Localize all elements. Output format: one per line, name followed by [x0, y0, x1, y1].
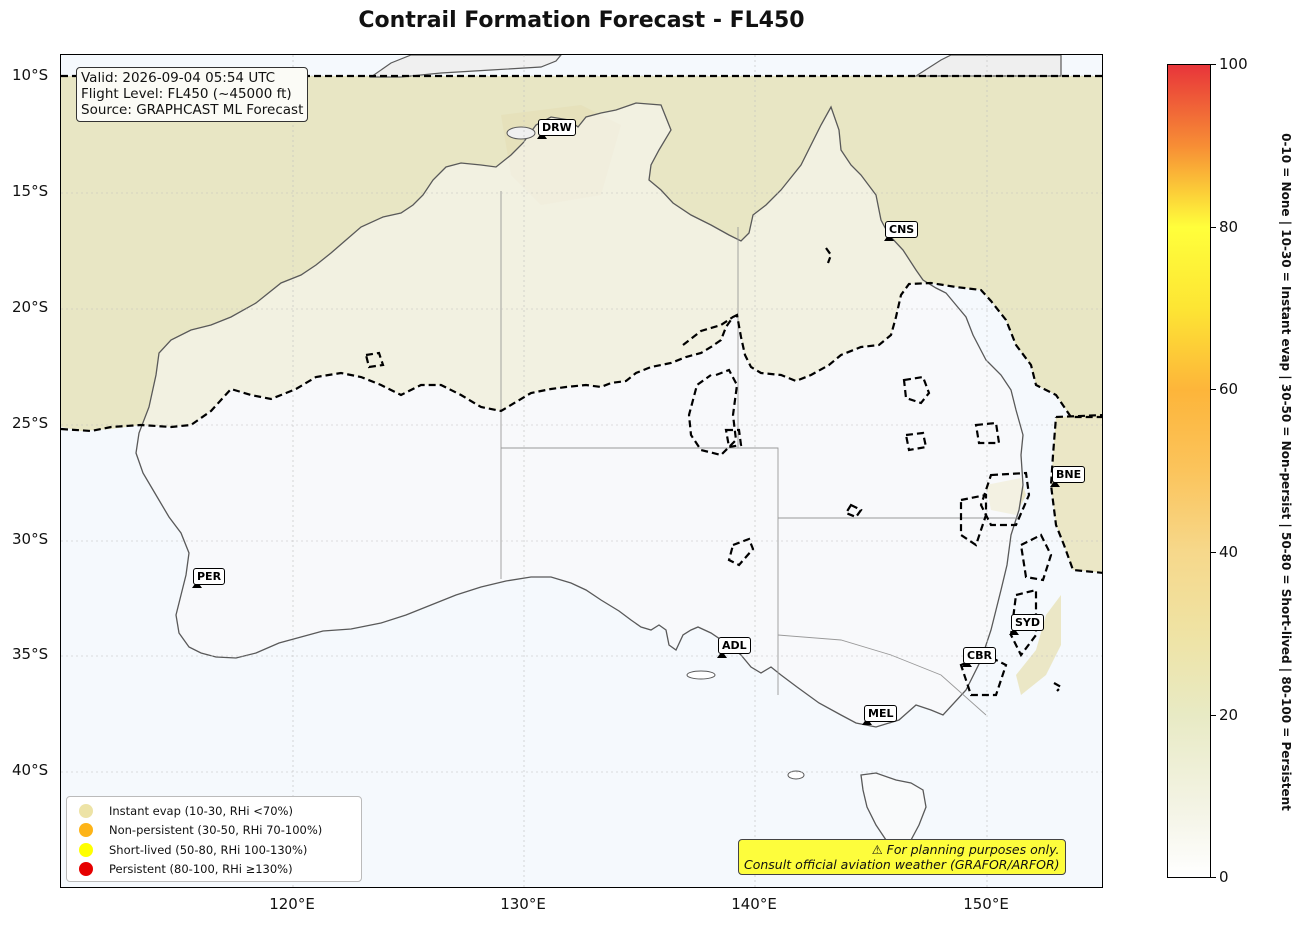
warning-line-1: ⚠ For planning purposes only. — [871, 842, 1060, 857]
contour-loop-8 — [1009, 588, 1038, 658]
colorbar-label: 0-10 = None | 10-30 = Instant evap | 30-… — [1276, 66, 1296, 878]
contour-loop-12 — [724, 428, 743, 449]
legend-swatch — [79, 823, 93, 838]
flight-level: Flight Level: FL450 (~45000 ft) — [81, 86, 292, 102]
legend-swatch — [79, 842, 93, 857]
contrail-contours — [61, 74, 1102, 697]
legend-item-short-lived: Short-lived (50-80, RHi 100-130%) — [79, 840, 361, 860]
colorbar — [1167, 64, 1211, 878]
legend-item-non-persistent: Non-persistent (30-50, RHi 70-100%) — [79, 821, 361, 841]
contour-main — [61, 281, 1102, 433]
new-guinea-coast — [369, 55, 562, 78]
contour-loop-6 — [959, 493, 988, 547]
map-legend: Instant evap (10-30, RHi <70%) Non-persi… — [66, 796, 362, 882]
map-canvas — [61, 55, 1102, 887]
airport-label-cbr[interactable]: CBR — [963, 647, 996, 664]
legend-item-persistent: Persistent (80-100, RHi ≥130%) — [79, 860, 361, 880]
map-area[interactable] — [60, 54, 1103, 888]
contour-loop-13 — [364, 351, 385, 369]
contour-east — [1049, 413, 1102, 574]
kangaroo-island-marker — [787, 770, 805, 780]
humidity-zone-east — [1051, 415, 1102, 573]
airport-marker-bne — [1050, 480, 1060, 487]
contour-bump-1 — [682, 316, 734, 346]
colorbar-tickmark — [1211, 715, 1216, 716]
colorbar-tickmark — [1211, 64, 1216, 65]
colorbar-tick-20: 20 — [1219, 706, 1239, 724]
contour-loop-5 — [979, 471, 1031, 527]
lat-tick-40s: 40°S — [12, 761, 49, 779]
contour-loop-4 — [974, 421, 1001, 445]
forecast-info-box: Valid: 2026-09-04 05:54 UTC Flight Level… — [76, 67, 309, 122]
data-source: Source: GRAPHCAST ML Forecast — [81, 102, 304, 118]
warning-line-2: Consult official aviation weather (GRAFO… — [744, 857, 1060, 872]
airport-label-syd[interactable]: SYD — [1011, 614, 1045, 631]
airport-label-drw[interactable]: DRW — [538, 119, 576, 136]
legend-item-instant-evap: Instant evap (10-30, RHi <70%) — [79, 801, 361, 821]
legend-label: Short-lived (50-80, RHi 100-130%) — [109, 842, 308, 857]
lat-tick-35s: 35°S — [12, 645, 49, 663]
airport-marker-syd — [1009, 628, 1019, 635]
lat-tick-30s: 30°S — [12, 530, 49, 548]
colorbar-tick-80: 80 — [1219, 218, 1239, 236]
colorbar-tickmark — [1211, 877, 1216, 878]
lat-tick-20s: 20°S — [12, 298, 49, 316]
state-borders — [500, 191, 1019, 716]
legend-label: Persistent (80-100, RHi ≥130%) — [109, 862, 293, 877]
legend-label: Instant evap (10-30, RHi <70%) — [109, 803, 293, 818]
humidity-patch-2 — [1016, 595, 1061, 695]
legend-swatch — [79, 862, 93, 877]
contour-loop-10 — [844, 503, 863, 519]
lon-tick-120e: 120°E — [269, 895, 315, 913]
colorbar-tick-100: 100 — [1219, 55, 1248, 73]
map-title: Contrail Formation Forecast - FL450 — [358, 8, 805, 33]
airport-label-bne[interactable]: BNE — [1052, 466, 1086, 483]
contour-loop-3 — [904, 431, 928, 452]
tasmania — [860, 772, 927, 846]
lon-tick-140e: 140°E — [731, 895, 777, 913]
lat-tick-10s: 10°S — [12, 66, 49, 84]
colorbar-tickmark — [1211, 227, 1216, 228]
airport-marker-adl — [717, 651, 727, 658]
colorbar-label-text: 0-10 = None | 10-30 = Instant evap | 30-… — [1279, 133, 1293, 811]
airport-label-per[interactable]: PER — [193, 568, 226, 585]
colorbar-tick-0: 0 — [1219, 868, 1229, 886]
contour-loop-7 — [1019, 533, 1053, 582]
airport-label-cns[interactable]: CNS — [885, 221, 919, 238]
airport-label-adl[interactable]: ADL — [718, 637, 751, 654]
contour-loop-11 — [727, 537, 755, 567]
contour-loop-1 — [687, 368, 739, 457]
contour-loop-2 — [902, 375, 931, 405]
lon-tick-150e: 150°E — [963, 895, 1009, 913]
colorbar-tick-60: 60 — [1219, 380, 1239, 398]
colorbar-tickmark — [1211, 552, 1216, 553]
airport-label-mel[interactable]: MEL — [864, 705, 898, 722]
lat-tick-25s: 25°S — [12, 414, 49, 432]
contour-loop-14 — [825, 247, 833, 264]
lat-tick-15s: 15°S — [12, 182, 49, 200]
tiwi-islands — [506, 126, 536, 140]
legend-label: Non-persistent (30-50, RHi 70-100%) — [109, 823, 323, 838]
colorbar-tick-40: 40 — [1219, 543, 1239, 561]
valid-time: Valid: 2026-09-04 05:54 UTC — [81, 70, 276, 86]
planning-warning: ⚠ For planning purposes only. Consult of… — [738, 839, 1066, 875]
kangaroo-island — [686, 670, 716, 680]
lon-tick-130e: 130°E — [500, 895, 546, 913]
colorbar-tickmark — [1211, 389, 1216, 390]
legend-swatch — [79, 803, 93, 818]
contour-loop-15 — [1053, 682, 1063, 692]
